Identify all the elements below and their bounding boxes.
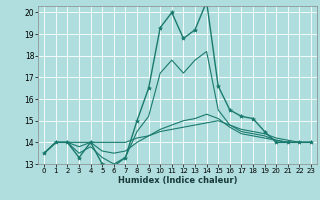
X-axis label: Humidex (Indice chaleur): Humidex (Indice chaleur): [118, 176, 237, 185]
